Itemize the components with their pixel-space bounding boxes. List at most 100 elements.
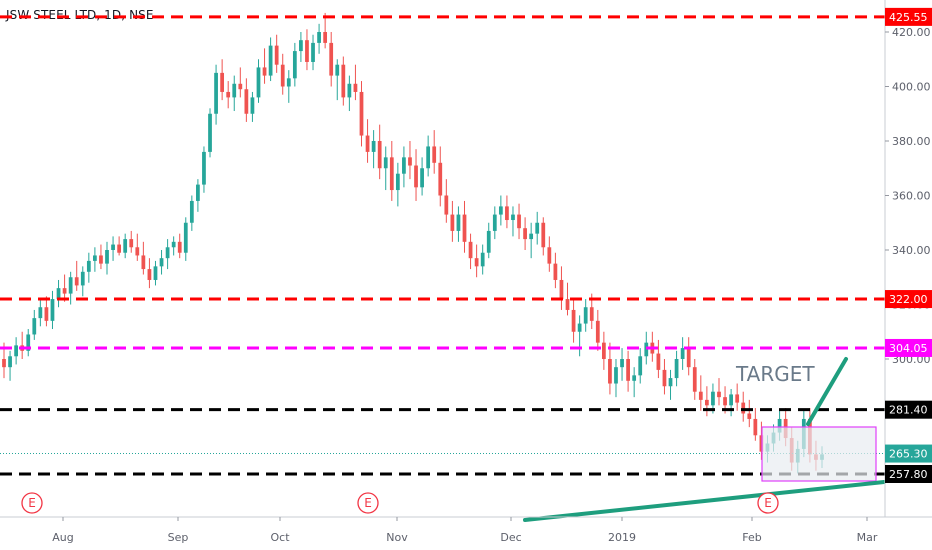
candle-body <box>238 83 243 90</box>
candle-body <box>159 258 164 267</box>
candle <box>595 309 600 351</box>
candle-body <box>614 367 618 384</box>
x-tick-label: Aug <box>52 531 73 544</box>
candle <box>347 75 352 112</box>
candle-body <box>747 413 752 419</box>
candle-body <box>335 64 340 76</box>
consolidation-box <box>761 426 877 482</box>
candle <box>414 149 418 201</box>
candle <box>438 146 443 207</box>
candle-body <box>511 214 515 221</box>
event-marker-circle <box>357 492 379 514</box>
candle <box>135 233 140 261</box>
candle-body <box>341 64 346 98</box>
candle-body <box>208 113 212 152</box>
event-marker-label: E <box>764 496 772 510</box>
candle-body <box>232 83 237 98</box>
last-price-tag <box>885 444 932 463</box>
candle <box>305 29 309 71</box>
horizontal-levels <box>0 15 885 476</box>
candle <box>553 252 558 289</box>
candle-body <box>589 307 594 321</box>
candle-body <box>432 146 437 163</box>
candle <box>729 388 733 417</box>
candle <box>299 32 303 62</box>
candle <box>317 23 321 54</box>
y-tick-label: 420.00 <box>892 26 931 39</box>
x-tick-label: Feb <box>742 531 761 544</box>
candle <box>680 337 685 370</box>
candle <box>323 12 328 49</box>
y-tick-label: 380.00 <box>892 135 931 148</box>
candle-body <box>14 345 18 357</box>
candle-body <box>323 32 328 43</box>
level-tag <box>885 7 932 26</box>
candle-body <box>444 195 449 215</box>
candle-body <box>541 222 546 248</box>
candle <box>559 266 564 310</box>
candle-body <box>2 359 6 368</box>
candle-body <box>408 157 412 166</box>
candle <box>117 236 122 256</box>
candle-body <box>183 222 188 253</box>
target-annotation: TARGET <box>735 362 815 386</box>
earnings-event-marker[interactable]: E <box>757 492 779 514</box>
candle <box>371 130 376 169</box>
level-tag-label: 281.40 <box>889 404 928 417</box>
candle-body <box>480 252 485 267</box>
candle <box>389 141 394 201</box>
candle-body <box>317 32 321 43</box>
x-tick-label: 2019 <box>608 531 636 544</box>
candle <box>226 81 231 109</box>
candle <box>474 244 479 278</box>
candle <box>196 179 200 212</box>
candle-body <box>717 391 721 398</box>
candle <box>232 75 237 112</box>
x-tick-label: Nov <box>386 531 408 544</box>
candle <box>311 34 315 71</box>
candle <box>341 56 346 106</box>
earnings-event-marker[interactable]: E <box>357 492 379 514</box>
candle-body <box>389 157 394 191</box>
candle <box>529 222 534 259</box>
candle-body <box>305 40 309 62</box>
candle-body <box>165 247 170 259</box>
candle-body <box>559 279 564 300</box>
price-axis[interactable]: 300.00320.00340.00360.00380.00400.00420.… <box>884 0 931 517</box>
x-tick-label: Dec <box>500 531 521 544</box>
candle <box>286 70 291 103</box>
last-price-label: 265.30 <box>889 448 928 461</box>
candle-body <box>74 277 79 286</box>
candle-body <box>299 40 303 52</box>
candle-body <box>171 241 176 248</box>
candle-body <box>505 206 509 221</box>
candle <box>632 367 637 398</box>
candle <box>601 331 606 370</box>
candle-body <box>450 214 455 231</box>
candle-body <box>529 233 534 240</box>
candle-body <box>280 64 285 87</box>
candle <box>56 279 61 308</box>
candle-body <box>498 206 503 215</box>
earnings-event-marker[interactable]: E <box>21 492 43 514</box>
candle <box>171 236 176 256</box>
candle <box>189 195 194 231</box>
candle <box>244 78 249 122</box>
candle-body <box>359 91 364 136</box>
candle-body <box>620 359 624 368</box>
candle-body <box>456 214 461 231</box>
x-tick-label: Sep <box>168 531 189 544</box>
x-tick-label: Mar <box>857 531 878 544</box>
candle-body <box>729 394 733 406</box>
candle-body <box>668 378 673 387</box>
candle-body <box>523 228 527 240</box>
candle-body <box>50 299 55 321</box>
event-marker-label: E <box>364 496 372 510</box>
candle-body <box>244 89 249 114</box>
candle <box>262 48 267 84</box>
time-axis[interactable]: Aug Sep Oct Nov Dec 2019 Feb Mar <box>0 516 932 544</box>
candle <box>577 315 582 357</box>
candle-body <box>329 42 334 76</box>
